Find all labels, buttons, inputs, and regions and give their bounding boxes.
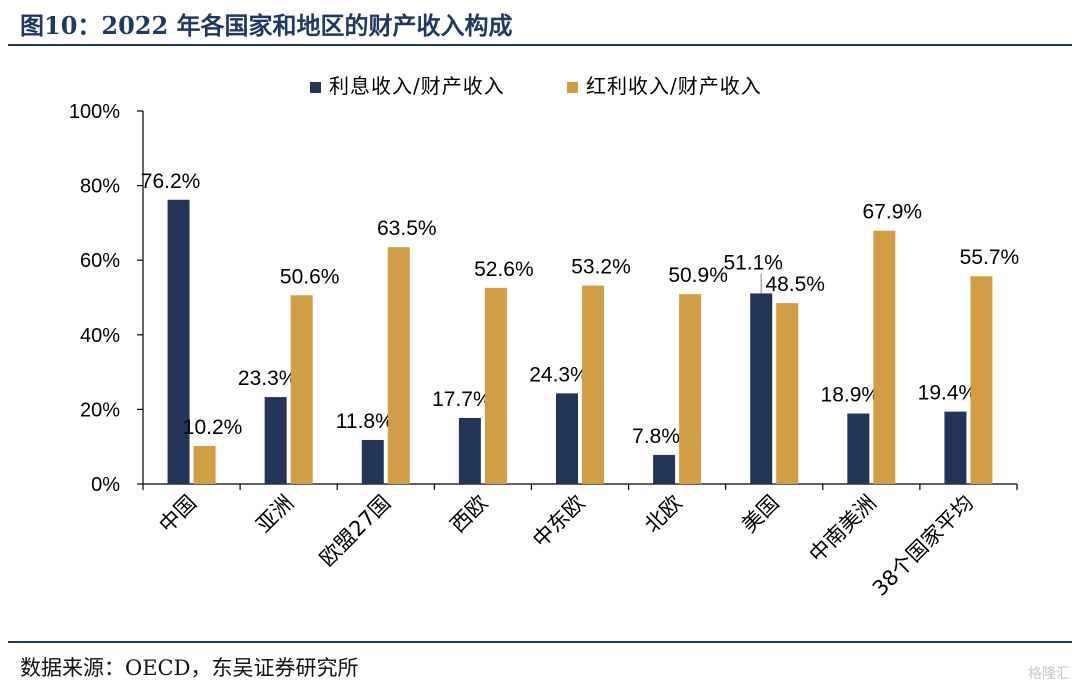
bar-1	[847, 413, 870, 484]
y-tick-label: 40%	[80, 325, 120, 347]
data-label: 23.3%	[238, 367, 298, 390]
data-label: 11.8%	[336, 410, 394, 433]
x-category-label: 欧盟27国	[315, 491, 395, 571]
bar-2	[193, 445, 216, 484]
bar-2	[582, 285, 604, 484]
y-tick-label: 100%	[69, 101, 120, 123]
data-label: 17.7%	[432, 388, 492, 411]
data-label: 52.6%	[474, 258, 534, 281]
bar-2	[679, 294, 702, 484]
data-label: 24.3%	[529, 363, 589, 386]
bar-1	[653, 454, 676, 484]
x-category-label: 38个国家平均	[868, 491, 978, 601]
y-tick-label: 60%	[80, 250, 120, 272]
x-category-label: 中东欧	[528, 491, 590, 553]
legend-label-1: 利息收入/财产收入	[329, 74, 505, 98]
x-category-label: 北欧	[640, 491, 687, 538]
data-label: 19.4%	[918, 382, 978, 405]
watermark-logo: 格隆汇	[1028, 666, 1070, 682]
legend-swatch-2	[567, 82, 578, 93]
x-category-label: 亚洲	[252, 491, 299, 538]
legend-label-2: 红利收入/财产收入	[586, 74, 762, 98]
data-label: 76.2%	[141, 170, 201, 193]
x-category-label: 美国	[737, 491, 784, 538]
bar-1	[458, 417, 481, 484]
data-label: 10.2%	[183, 416, 243, 439]
y-tick-label: 80%	[80, 176, 120, 198]
bar-1	[944, 411, 967, 484]
y-tick-label: 0%	[91, 474, 120, 496]
bar-2	[970, 276, 993, 484]
bar-2	[776, 303, 799, 484]
bar-2	[387, 247, 410, 484]
x-category-label: 中国	[154, 491, 201, 538]
figure-title: 图10：2022 年各国家和地区的财产收入构成	[20, 11, 513, 40]
source-note: 数据来源：OECD，东吴证券研究所	[20, 656, 359, 680]
bar-1	[556, 393, 578, 484]
bar-chart: 0% 20% 40% 60% 80% 100% 利息收入/财产收入 红利收入/财产收入 76.2…	[69, 74, 1020, 601]
bar-2	[873, 230, 896, 484]
bar-1	[264, 397, 287, 484]
bar-2	[290, 295, 313, 484]
data-label: 53.2%	[571, 256, 631, 279]
x-category-label: 西欧	[446, 491, 493, 538]
bar-1	[750, 293, 773, 484]
data-label: 50.9%	[668, 264, 728, 287]
data-label: 63.5%	[377, 217, 437, 240]
data-label: 67.9%	[863, 201, 923, 224]
data-label: 18.9%	[821, 384, 881, 407]
data-label: 55.7%	[960, 246, 1020, 269]
y-tick-label: 20%	[80, 399, 120, 421]
bar-1	[361, 439, 384, 484]
data-label: 51.1%	[723, 251, 783, 274]
data-label: 50.6%	[280, 265, 340, 288]
title-rule	[8, 44, 1072, 46]
data-label: 7.8%	[632, 425, 680, 448]
bar-2	[484, 287, 507, 484]
data-label: 48.5%	[765, 273, 825, 296]
bar-1	[167, 199, 190, 485]
legend-swatch-1	[310, 82, 321, 93]
x-category-label: 中南美洲	[805, 491, 881, 567]
source-rule	[8, 641, 1072, 643]
